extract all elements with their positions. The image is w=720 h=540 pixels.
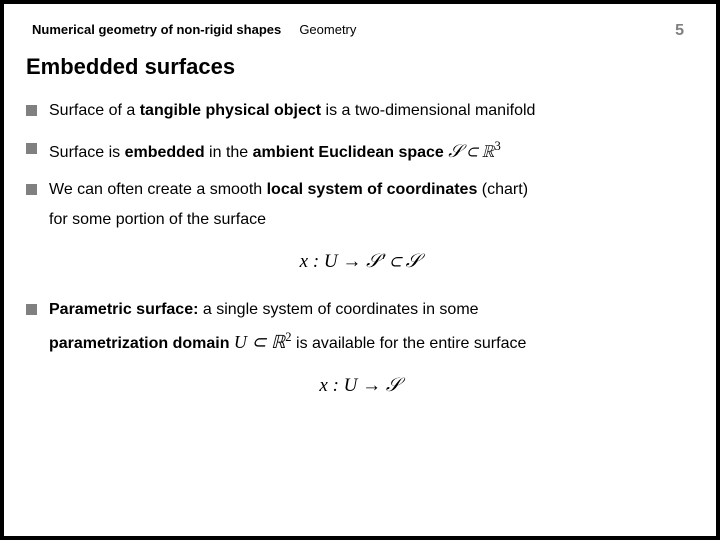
bullet-text: Parametric surface: a single system of c… (49, 299, 688, 321)
section-title: Geometry (299, 22, 356, 37)
bullet-text: Surface is embedded in the ambient Eucli… (49, 138, 688, 164)
text: is a two-dimensional manifold (321, 102, 535, 119)
text: We can often create a smooth (49, 181, 267, 198)
bullet-3: We can often create a smooth local syste… (32, 179, 688, 201)
text-bold: Parametric surface: (49, 301, 198, 318)
math-text: U ⊂ ℝ (234, 332, 285, 352)
math-sup: 2 (285, 330, 291, 344)
bullet-2: Surface is embedded in the ambient Eucli… (32, 138, 688, 164)
bullet-text: We can often create a smooth local syste… (49, 179, 688, 201)
bullet-icon (26, 105, 37, 116)
text: a single system of coordinates in some (198, 301, 478, 318)
text: Surface is (49, 144, 125, 161)
header-row: Numerical geometry of non-rigid shapes G… (32, 22, 688, 40)
bullet-4: Parametric surface: a single system of c… (32, 299, 688, 321)
formula-1: x : U → 𝒮′ ⊂ 𝒮 (32, 251, 688, 273)
math-sup: 3 (495, 139, 501, 153)
text-bold: parametrization domain (49, 335, 234, 352)
page-number: 5 (675, 22, 684, 40)
text: Surface of a (49, 102, 140, 119)
text-bold: local system of coordinates (267, 181, 478, 198)
inline-math: 𝒮 ⊂ ℝ3 (448, 141, 501, 161)
bullet-text: Surface of a tangible physical object is… (49, 100, 688, 122)
bullet-1: Surface of a tangible physical object is… (32, 100, 688, 122)
text: in the (205, 144, 253, 161)
text: is available for the entire surface (296, 335, 526, 352)
text: (chart) (477, 181, 528, 198)
course-title: Numerical geometry of non-rigid shapes (32, 22, 281, 37)
math-text: 𝒮 ⊂ ℝ (448, 141, 494, 161)
bullet-3-cont: for some portion of the surface (49, 211, 688, 229)
bullet-icon (26, 184, 37, 195)
breadcrumb: Numerical geometry of non-rigid shapes G… (32, 22, 356, 37)
formula-2: x : U → 𝒮 (32, 375, 688, 397)
text-bold: embedded (125, 144, 205, 161)
bullet-icon (26, 304, 37, 315)
page-title: Embedded surfaces (26, 54, 688, 80)
inline-math: U ⊂ ℝ2 (234, 332, 292, 352)
bullet-4-cont: parametrization domain U ⊂ ℝ2 is availab… (49, 330, 688, 353)
text-bold: tangible physical object (140, 102, 321, 119)
text-bold: ambient Euclidean space (253, 144, 444, 161)
bullet-icon (26, 143, 37, 154)
slide: Numerical geometry of non-rigid shapes G… (4, 4, 716, 536)
